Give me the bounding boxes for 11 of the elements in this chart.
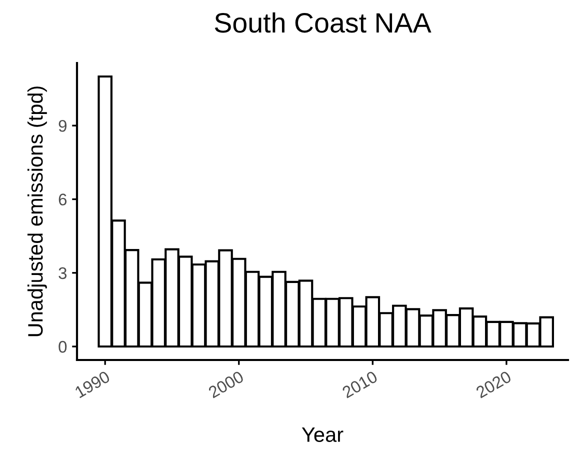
y-tick-label: 9 <box>58 120 66 132</box>
x-tick-label: 2020 <box>475 370 512 398</box>
x-tick-label: 1990 <box>74 370 111 398</box>
y-tick-label: 0 <box>58 340 67 353</box>
y-axis-title: Unadjusted emissions (tpd) <box>27 86 47 336</box>
chart-title: South Coast NAA <box>214 12 432 33</box>
x-axis-title: Year <box>302 427 344 442</box>
x-tick-label: 2000 <box>208 370 244 398</box>
y-tick-label: 6 <box>58 194 67 206</box>
y-tick-label: 3 <box>58 267 67 280</box>
x-tick-label: 2010 <box>342 370 378 398</box>
